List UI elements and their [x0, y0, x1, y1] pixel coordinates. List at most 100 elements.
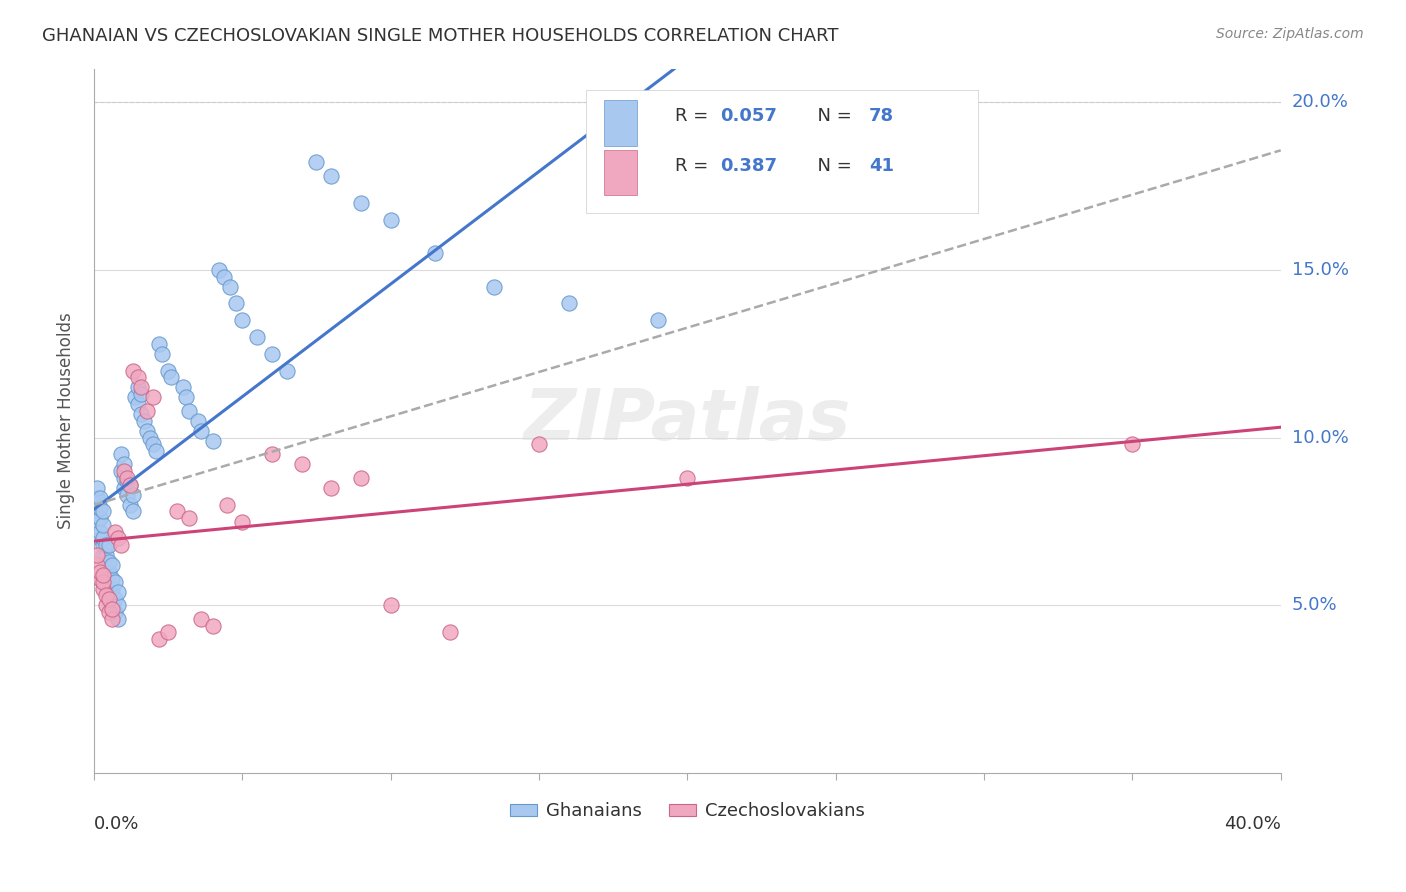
Point [107, 585, 129, 599]
Point [89, 501, 111, 516]
Point [110, 464, 132, 478]
Point [97, 555, 120, 569]
Point [118, 477, 141, 491]
Point [100, 612, 122, 626]
Point [97, 591, 120, 606]
Point [166, 504, 188, 518]
Text: 0.0%: 0.0% [94, 815, 139, 833]
Point [89, 565, 111, 579]
Point [131, 407, 153, 421]
Point [97, 605, 120, 619]
Point [157, 363, 180, 377]
Point [97, 582, 120, 596]
Point [121, 504, 143, 518]
Point [86, 515, 108, 529]
Point [104, 591, 127, 606]
Point [91, 538, 114, 552]
Point [136, 404, 159, 418]
Point [91, 548, 114, 562]
Point [177, 511, 200, 525]
Point [112, 458, 135, 472]
Point [177, 404, 200, 418]
Point [86, 548, 108, 562]
Point [136, 424, 159, 438]
Point [231, 515, 253, 529]
Point [134, 414, 156, 428]
Point [115, 471, 138, 485]
Point [110, 538, 132, 552]
Text: 10.0%: 10.0% [1292, 429, 1348, 447]
FancyBboxPatch shape [605, 150, 637, 195]
Point [350, 471, 373, 485]
Point [225, 296, 247, 310]
Point [207, 263, 229, 277]
Point [91, 582, 114, 596]
Point [142, 437, 165, 451]
Point [94, 588, 117, 602]
Point [676, 471, 699, 485]
Point [94, 599, 117, 613]
Point [127, 397, 149, 411]
Point [142, 390, 165, 404]
Point [260, 447, 283, 461]
Text: R =: R = [675, 107, 714, 126]
Text: N =: N = [806, 157, 858, 175]
Text: 20.0%: 20.0% [1292, 93, 1348, 112]
Text: ZIPatlas: ZIPatlas [523, 386, 851, 455]
Point [321, 481, 343, 495]
Point [86, 498, 108, 512]
Point [97, 565, 120, 579]
Point [86, 481, 108, 495]
Point [139, 431, 162, 445]
Point [246, 330, 269, 344]
Point [131, 380, 153, 394]
Point [89, 491, 111, 505]
Point [305, 155, 328, 169]
Point [89, 524, 111, 539]
Point [190, 612, 212, 626]
Point [89, 572, 111, 586]
Point [107, 612, 129, 626]
Point [231, 313, 253, 327]
Text: 0.387: 0.387 [720, 157, 778, 175]
Point [160, 370, 183, 384]
Point [104, 605, 127, 619]
Point [157, 625, 180, 640]
Point [107, 599, 129, 613]
Point [148, 632, 170, 646]
Point [127, 370, 149, 384]
Point [350, 195, 373, 210]
Point [91, 531, 114, 545]
Text: N =: N = [806, 107, 858, 126]
Point [110, 447, 132, 461]
Point [647, 313, 669, 327]
Point [94, 548, 117, 562]
Point [217, 498, 239, 512]
Point [104, 524, 127, 539]
Point [100, 601, 122, 615]
Point [190, 424, 212, 438]
Point [115, 475, 138, 489]
Point [380, 212, 402, 227]
Point [148, 336, 170, 351]
Point [201, 618, 224, 632]
Point [439, 625, 461, 640]
Point [145, 444, 167, 458]
Point [260, 347, 283, 361]
FancyBboxPatch shape [586, 90, 979, 213]
Point [219, 279, 242, 293]
Point [380, 599, 402, 613]
Point [121, 363, 143, 377]
Text: 78: 78 [869, 107, 894, 126]
Point [214, 269, 236, 284]
Legend: Ghanaians, Czechoslovakians: Ghanaians, Czechoslovakians [502, 795, 872, 828]
Point [89, 531, 111, 545]
Point [187, 414, 209, 428]
Point [276, 363, 298, 377]
Point [423, 246, 446, 260]
Point [127, 380, 149, 394]
Point [86, 558, 108, 573]
Text: R =: R = [675, 157, 714, 175]
Point [131, 387, 153, 401]
Point [100, 599, 122, 613]
